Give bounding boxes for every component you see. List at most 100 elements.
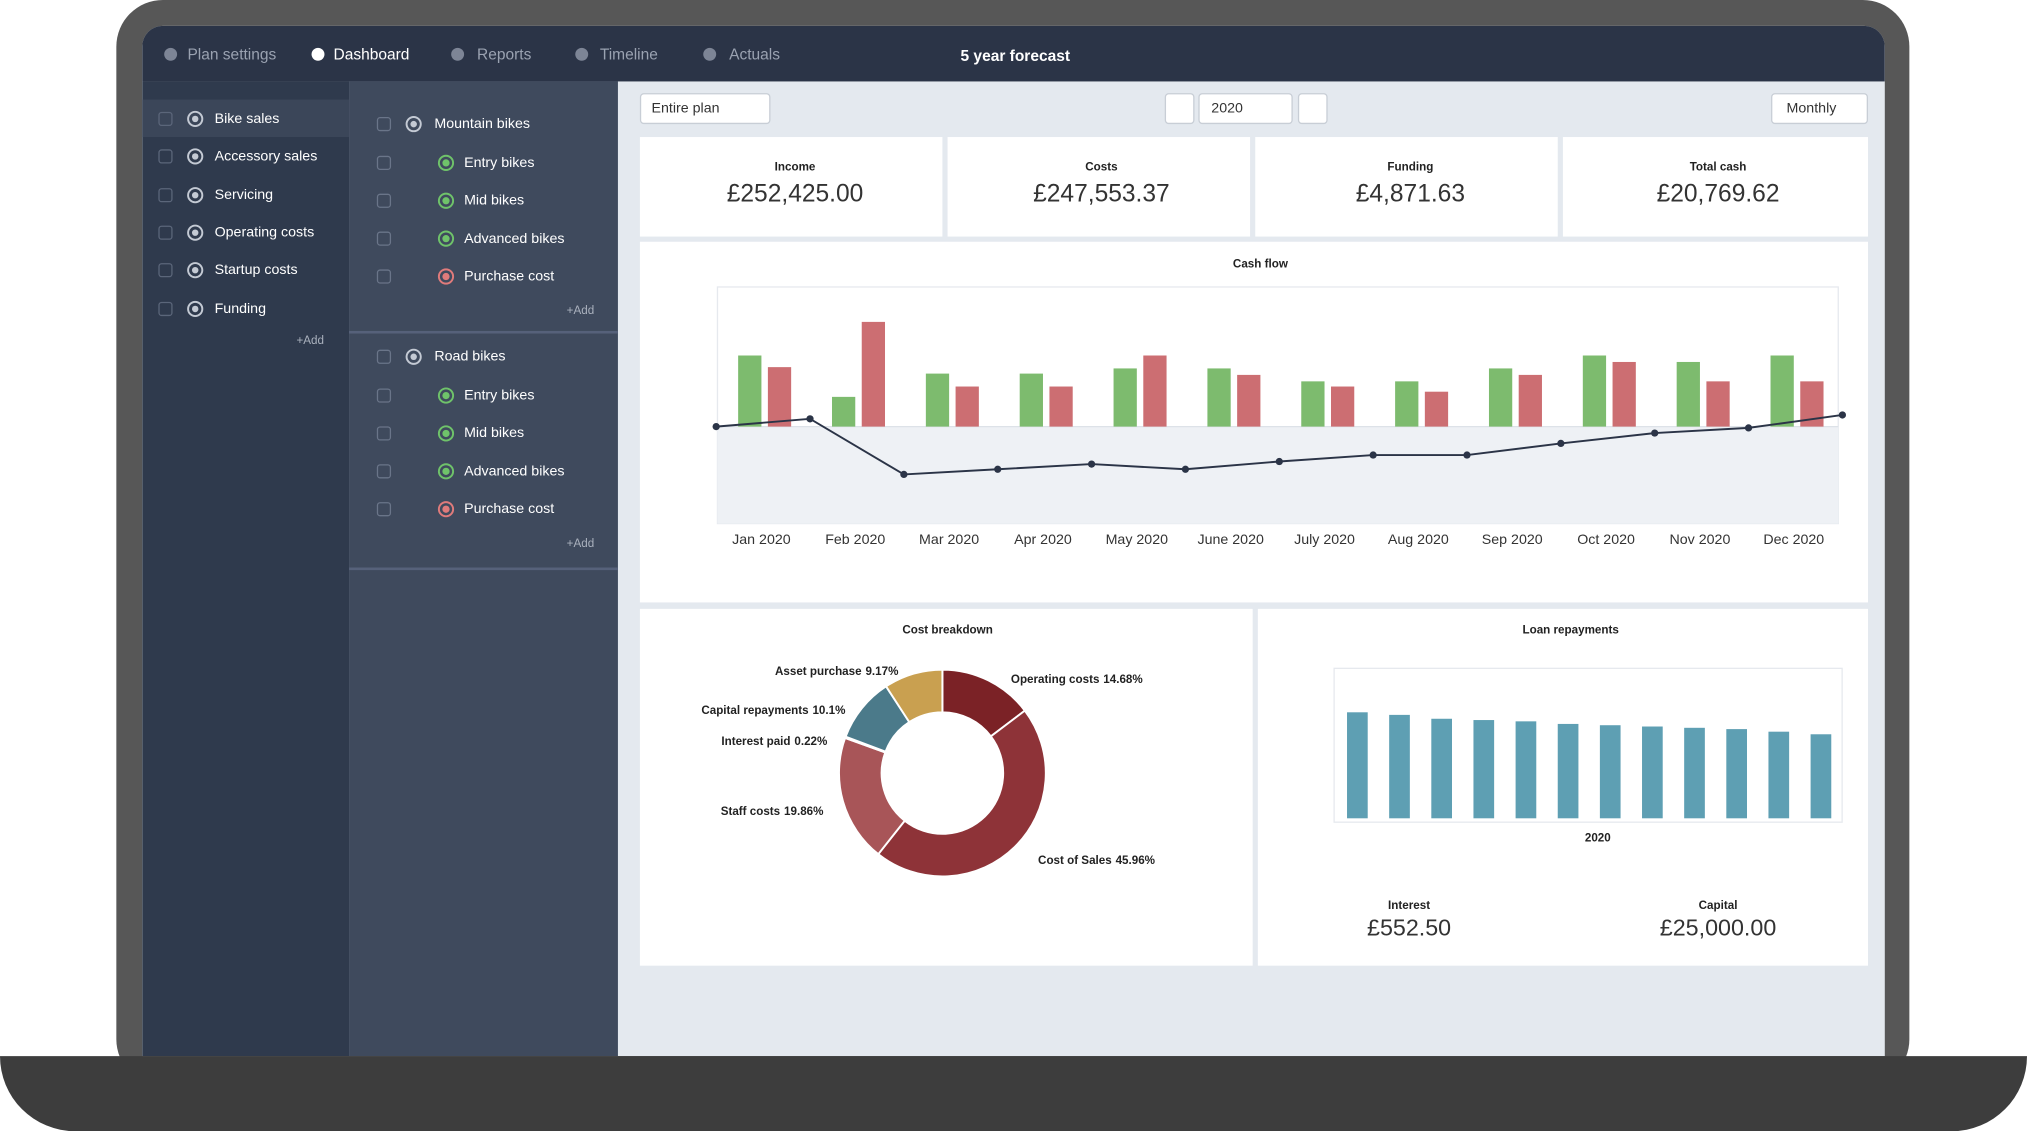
radio-dot [410, 120, 417, 128]
x-tick-label: May 2020 [1105, 532, 1169, 549]
item-icon [437, 425, 455, 442]
checkbox [376, 464, 392, 479]
period[interactable]: Monthly [1786, 100, 1837, 117]
subnav-item[interactable]: Advanced bikes [464, 230, 565, 247]
sidebar-item[interactable]: Startup costs [214, 262, 298, 278]
nav-item[interactable]: Dashboard [333, 45, 410, 64]
bar [1599, 725, 1621, 819]
group-name[interactable]: Road bikes [434, 349, 506, 365]
slice-value: 10.1% [812, 704, 846, 717]
x-tick-label: Aug 2020 [1387, 532, 1449, 549]
sidebar-item[interactable]: Funding [214, 301, 266, 317]
subnav-item[interactable]: Entry bikes [464, 155, 535, 171]
item-icon-dot [442, 272, 450, 281]
loan-label: Interest [1388, 898, 1431, 912]
sidebar-item[interactable]: Accessory sales [214, 148, 318, 165]
checkbox [376, 426, 392, 441]
subnav-item[interactable]: Purchase cost [464, 501, 555, 517]
nav-item[interactable]: Plan settings [187, 45, 277, 64]
bar [1582, 355, 1607, 427]
nav-item[interactable]: Reports [477, 45, 532, 64]
item-icon [437, 387, 455, 404]
x-tick-label: July 2020 [1294, 532, 1355, 549]
item-icon-dot [442, 235, 450, 243]
scope-select[interactable] [639, 93, 771, 125]
checkbox [158, 111, 173, 127]
line-point [1744, 424, 1753, 432]
checkbox [376, 502, 392, 517]
subnav-item[interactable]: Purchase cost [464, 268, 555, 285]
x-tick-label: Feb 2020 [825, 532, 886, 549]
bar [1684, 727, 1705, 819]
line-point [994, 465, 1002, 473]
subnav-item[interactable]: Advanced bikes [464, 463, 565, 480]
add-link[interactable]: +Add [566, 536, 595, 550]
line-point [1087, 460, 1096, 468]
item-icon [437, 268, 455, 285]
bar [1810, 734, 1832, 819]
chart-title: Cost breakdown [902, 623, 993, 637]
cost-panel [639, 608, 1253, 966]
loan-label: Capital [1698, 898, 1738, 912]
slice-label: Staff costs 19.86% [721, 805, 824, 818]
negative-area [717, 426, 1839, 524]
card-label: Income [774, 160, 816, 174]
add-link[interactable]: +Add [296, 333, 325, 347]
x-tick-label: Nov 2020 [1669, 532, 1731, 549]
bar [1676, 361, 1700, 427]
nav-item[interactable]: Timeline [599, 45, 658, 64]
bar [1768, 731, 1790, 819]
bar [1330, 386, 1355, 427]
item-icon [437, 501, 455, 518]
sidebar-item[interactable]: Servicing [214, 187, 274, 203]
checkbox [158, 301, 173, 317]
nav-item[interactable]: Actuals [729, 45, 780, 64]
scope[interactable]: Entire plan [651, 100, 720, 117]
subnav-item[interactable]: Mid bikes [464, 425, 525, 442]
period-select[interactable] [1771, 93, 1868, 125]
card-label: Funding [1387, 160, 1434, 174]
slice-label: Cost of Sales 45.96% [1038, 854, 1156, 867]
slice-value: 9.17% [865, 665, 899, 678]
next-button[interactable] [1297, 93, 1328, 125]
divider [349, 567, 618, 571]
nav-icon [451, 47, 465, 61]
item-icon [437, 154, 455, 171]
slice-name: Operating costs [1011, 673, 1099, 686]
group-name[interactable]: Mountain bikes [434, 116, 531, 132]
subnav-item[interactable]: Entry bikes [464, 387, 535, 404]
x-tick-label: Dec 2020 [1763, 532, 1825, 549]
bar [1207, 368, 1231, 427]
bar [1800, 381, 1824, 427]
checkbox [376, 269, 392, 284]
year-select[interactable] [1198, 93, 1293, 125]
sidebar-item[interactable]: Operating costs [214, 224, 315, 241]
sidebar-item[interactable]: Bike sales [214, 111, 280, 127]
item-icon-dot [442, 505, 450, 513]
card [1562, 137, 1868, 237]
line-point [1557, 439, 1565, 448]
prev-button[interactable] [1164, 93, 1195, 125]
bar [1642, 726, 1663, 819]
bar [1389, 714, 1410, 819]
x-tick-label: Apr 2020 [1014, 532, 1072, 549]
bar [955, 386, 979, 427]
bar [767, 367, 792, 427]
nav-title: 5 year forecast [960, 46, 1071, 65]
add-link[interactable]: +Add [566, 303, 595, 317]
plot-frame [716, 286, 1839, 525]
card-label: Total cash [1689, 160, 1747, 174]
sidebar [142, 81, 350, 1057]
checkbox [158, 149, 173, 164]
checkbox [376, 193, 392, 208]
bar [1473, 720, 1495, 819]
year[interactable]: 2020 [1211, 100, 1243, 117]
subnav-item[interactable]: Mid bikes [464, 193, 525, 209]
radio-dot [191, 266, 199, 274]
item-icon [437, 192, 455, 209]
line-point [806, 415, 814, 423]
item-icon-dot [442, 197, 450, 205]
bar [1424, 391, 1449, 427]
